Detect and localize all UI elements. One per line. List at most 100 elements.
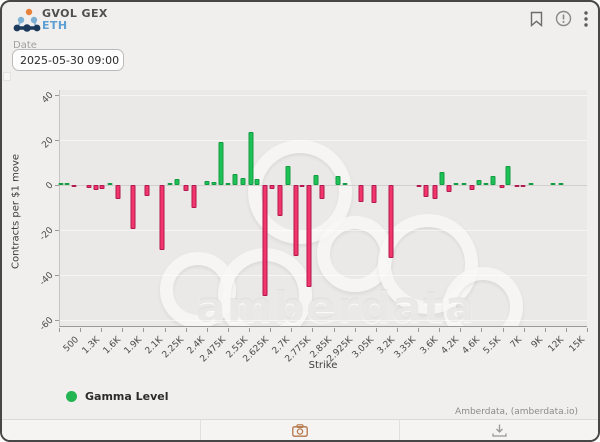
gamma-bar[interactable] (115, 184, 121, 200)
kebab-menu-icon[interactable] (584, 10, 588, 27)
legend[interactable]: Gamma Level (66, 390, 169, 403)
gamma-bar[interactable] (144, 184, 150, 197)
gamma-bar[interactable] (432, 184, 438, 200)
gamma-bar[interactable] (225, 182, 231, 185)
gamma-bar[interactable] (71, 184, 77, 187)
gamma-bar[interactable] (299, 184, 305, 187)
y-tick-label: -60 (38, 315, 56, 334)
gamma-bar[interactable] (469, 184, 475, 191)
gridline (60, 320, 587, 322)
plot-area[interactable]: amberdata (58, 90, 587, 327)
gamma-bar[interactable] (285, 166, 291, 185)
gamma-bar[interactable] (262, 184, 268, 297)
y-axis-title: Contracts per $1 move (10, 153, 22, 270)
y-tick (55, 320, 59, 322)
gridline (60, 229, 587, 231)
gamma-bar[interactable] (248, 131, 254, 185)
gamma-bar[interactable] (232, 173, 238, 185)
x-tick (80, 328, 82, 332)
camera-button[interactable] (292, 423, 308, 437)
gridline (60, 275, 587, 277)
gamma-bar[interactable] (277, 184, 283, 217)
gamma-bar[interactable] (358, 184, 364, 202)
amberdata-watermark: amberdata (60, 90, 587, 326)
gamma-bar[interactable] (505, 166, 511, 185)
gamma-bar[interactable] (218, 142, 224, 185)
page-title: GVOL GEX (42, 7, 108, 20)
x-tick (312, 328, 314, 332)
gamma-bar[interactable] (342, 182, 348, 185)
asset-subtitle: ETH (42, 19, 68, 33)
gamma-bar[interactable] (416, 184, 422, 187)
gamma-bar[interactable] (99, 184, 105, 190)
gamma-bar[interactable] (520, 184, 526, 187)
gamma-bar[interactable] (204, 180, 210, 185)
x-axis-title: Strike (308, 360, 338, 371)
x-tick-label: 2.25K (160, 335, 187, 361)
gamma-bar[interactable] (254, 178, 260, 185)
x-tick-label: 7K (508, 335, 525, 351)
gvol-logo-icon (13, 8, 41, 32)
gamma-bar[interactable] (439, 172, 445, 185)
gamma-bar[interactable] (183, 184, 189, 192)
x-tick (460, 328, 462, 332)
gamma-bar[interactable] (64, 182, 70, 185)
gamma-bar[interactable] (130, 184, 136, 230)
gamma-bar[interactable] (211, 182, 217, 185)
gamma-bar[interactable] (174, 178, 180, 185)
date-input[interactable] (12, 49, 124, 71)
gamma-bar[interactable] (388, 184, 394, 259)
gamma-bar[interactable] (107, 182, 113, 185)
download-button[interactable] (491, 424, 507, 437)
gamma-bar[interactable] (319, 184, 325, 199)
gamma-bar[interactable] (461, 182, 467, 185)
gamma-bar[interactable] (269, 184, 275, 189)
x-tick (375, 328, 377, 332)
gamma-bar[interactable] (490, 176, 496, 185)
gamma-bar[interactable] (446, 184, 452, 193)
gamma-bar[interactable] (371, 184, 377, 203)
y-tick (55, 184, 59, 186)
x-tick (502, 328, 504, 332)
top-bar: GVOL GEX ETH (2, 2, 598, 38)
gamma-bar[interactable] (514, 184, 520, 187)
gamma-bar[interactable] (550, 182, 556, 185)
gamma-bar[interactable] (191, 184, 197, 208)
footer-toolbar (2, 419, 598, 440)
gamma-bar[interactable] (483, 182, 489, 185)
x-tick-label: 1.6K (101, 335, 123, 357)
y-tick-label: -40 (38, 270, 56, 289)
footer-cell-download (399, 420, 598, 440)
gamma-bar[interactable] (86, 184, 92, 188)
gamma-bar[interactable] (528, 182, 534, 185)
gamma-bar[interactable] (476, 180, 482, 185)
x-tick (270, 328, 272, 332)
gamma-bar[interactable] (423, 184, 429, 197)
gamma-bar[interactable] (306, 184, 312, 288)
info-icon[interactable] (555, 10, 572, 27)
x-tick (523, 328, 525, 332)
gamma-bar[interactable] (499, 184, 505, 189)
gamma-bar[interactable] (453, 182, 459, 185)
x-tick-label: 4.6K (460, 335, 482, 357)
gamma-bar[interactable] (159, 184, 165, 250)
x-tick-label: 1.9K (122, 335, 144, 357)
gamma-bar[interactable] (240, 177, 246, 185)
x-tick (587, 328, 588, 332)
x-tick (164, 328, 166, 332)
gamma-bar[interactable] (335, 175, 341, 185)
x-tick (291, 328, 293, 332)
gamma-bar[interactable] (313, 174, 319, 185)
gamma-bar[interactable] (293, 184, 299, 256)
x-tick-label: 500 (61, 335, 81, 355)
gamma-bar[interactable] (167, 182, 173, 185)
x-tick-label: 1.3K (80, 335, 102, 357)
gamma-bar[interactable] (558, 182, 564, 185)
bookmark-icon[interactable] (530, 11, 543, 27)
gamma-bar[interactable] (93, 184, 99, 190)
gamma-chart: Contracts per $1 move amberdata 40 20 0 -20… (2, 82, 598, 387)
y-tick-label: -20 (38, 225, 56, 243)
gamma-bar[interactable] (58, 182, 64, 185)
x-tick (565, 328, 567, 332)
